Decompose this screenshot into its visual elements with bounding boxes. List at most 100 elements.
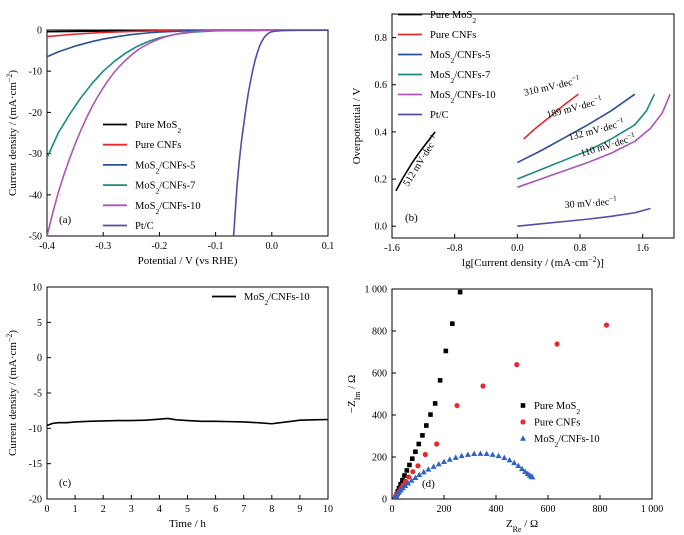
data-point-triangle (495, 452, 502, 459)
legend-label: MoS2/CNFs-5 (430, 50, 490, 65)
data-point-triangle (425, 466, 432, 472)
data-point-triangle (458, 452, 465, 459)
x-tick-label: 600 (541, 504, 556, 515)
data-point-square (420, 433, 425, 438)
y-tick-label: 0 (37, 26, 42, 37)
y-tick-label: 600 (372, 369, 387, 380)
data-point-triangle (483, 450, 490, 457)
data-point-triangle (489, 451, 496, 457)
data-point-triangle (506, 456, 513, 463)
data-point-circle (415, 463, 421, 469)
x-tick-label: 6 (213, 504, 218, 515)
y-tick-label: 0.6 (375, 80, 388, 91)
data-point-triangle (430, 463, 437, 469)
y-tick-label: 5 (37, 318, 42, 329)
x-tick-label: 1 000 (641, 504, 664, 515)
data-point-square (407, 462, 412, 468)
data-point-square (404, 468, 410, 473)
y-tick-label: 0 (37, 353, 42, 364)
y-tick-label: 400 (372, 411, 387, 422)
legend-label: Pure MoS2 (534, 401, 580, 416)
legend-label: MoS2/CNFs-10 (534, 434, 600, 449)
y-tick-label: 0.2 (375, 175, 388, 186)
x-tick-label: 0 (390, 504, 395, 515)
legend-label: Pure CNFs (135, 140, 181, 151)
panel-label: (b) (405, 212, 418, 224)
data-point-triangle (446, 456, 453, 462)
legend-label: Pure CNFs (534, 418, 580, 429)
x-tick-label: -0.2 (151, 241, 167, 252)
y-tick-label: -40 (29, 190, 42, 201)
data-point-square (400, 477, 405, 483)
series-line (395, 131, 436, 192)
y-axis-label-c: Current density / (mA·cm−2) (5, 330, 20, 456)
y-axis-label-a: Current density / (mA·cm−2) (5, 70, 20, 196)
panel-label: (a) (59, 214, 72, 226)
y-tick-label: 10 (32, 283, 42, 294)
legend-label: MoS2/CNFs-10 (244, 292, 310, 307)
x-axis-label-b: lg[Current density / (mA·cm−2)] (462, 255, 604, 270)
legend-label: MoS2/CNFs-7 (135, 181, 195, 196)
x-tick-label: 0.0 (511, 243, 524, 254)
x-tick-label: 0.1 (322, 241, 335, 252)
data-point-circle (514, 362, 520, 368)
x-tick-label: 10 (323, 504, 333, 515)
data-point-circle (434, 441, 440, 447)
data-point-square (413, 449, 418, 455)
y-tick-label: 0 (382, 495, 387, 506)
legend-marker (520, 435, 526, 441)
y-tick-label: 800 (372, 327, 387, 338)
data-point-triangle (471, 450, 478, 457)
y-tick-label: -30 (29, 149, 42, 160)
series-line (232, 30, 328, 236)
y-tick-label: -5 (34, 389, 42, 400)
legend-d: Pure MoS2 Pure CNFs MoS2/CNFs-10 (520, 401, 600, 449)
data-point-square (428, 412, 433, 417)
panel-label: (c) (59, 477, 72, 489)
data-point-square (457, 289, 463, 295)
legend-label: Pure CNFs (430, 30, 476, 41)
data-point-triangle (477, 450, 484, 456)
data-point-circle (603, 322, 610, 328)
y-tick-label: 0.4 (375, 127, 388, 138)
legend-a: Pure MoS2 Pure CNFs MoS2/CNFs-5 MoS2/CNFs-7… (103, 120, 201, 232)
y-tick-label: 0.0 (375, 222, 388, 233)
data-point-circle (410, 469, 416, 475)
data-point-circle (422, 451, 428, 458)
x-tick-label: 1.6 (636, 243, 649, 254)
slope-annotation: 30 mV·dec−1 (564, 194, 618, 211)
data-point-square (443, 348, 449, 354)
x-tick-label: 0.8 (574, 243, 587, 254)
plot-frame-d (391, 288, 653, 500)
panel-c: 0 1 2 3 4 5 6 7 8 9 10 10 5 0 -5 -10 -15 -20 Time / h Curre… (5, 283, 334, 531)
plot-frame-c (46, 286, 329, 500)
y-tick-label: -50 (29, 232, 42, 243)
y-axis-label-b: Overpotential / V (351, 88, 363, 165)
data-point-square (437, 378, 443, 383)
legend-label: Pure MoS2 (430, 10, 476, 25)
x-tick-label: 400 (489, 504, 504, 515)
legend-b: Pure MoS2 Pure CNFs MoS2/CNFs-5 MoS2/CNFs-7… (398, 10, 496, 121)
data-point-triangle (405, 480, 412, 486)
legend-label: Pt/C (430, 110, 449, 121)
slope-annotation: 512 mV·dec−1 (400, 133, 442, 189)
legend-label: MoS2/CNFs-7 (430, 70, 490, 85)
data-point-triangle (529, 473, 536, 480)
data-point-circle (406, 474, 412, 480)
series-line (517, 93, 671, 189)
series-line (47, 30, 328, 159)
x-tick-label: -1.6 (384, 243, 400, 254)
data-point-triangle (501, 454, 508, 461)
data-point-square (424, 423, 429, 428)
data-point-circle (480, 383, 486, 389)
data-point-triangle (511, 459, 518, 466)
series-line (47, 30, 328, 236)
x-axis-label-d: ZRe / Ω (506, 518, 538, 534)
y-tick-label: 0.8 (375, 33, 388, 44)
y-tick-label: -20 (29, 108, 42, 119)
x-axis-label-a: Potential / V (vs RHE) (138, 255, 238, 267)
panel-d: 0 200 400 600 800 1 000 0 200 400 600 800 1 000 ZRe … (346, 285, 663, 534)
data-point-triangle (408, 477, 415, 483)
data-point-square (402, 473, 407, 478)
legend-label: Pt/C (135, 221, 154, 232)
